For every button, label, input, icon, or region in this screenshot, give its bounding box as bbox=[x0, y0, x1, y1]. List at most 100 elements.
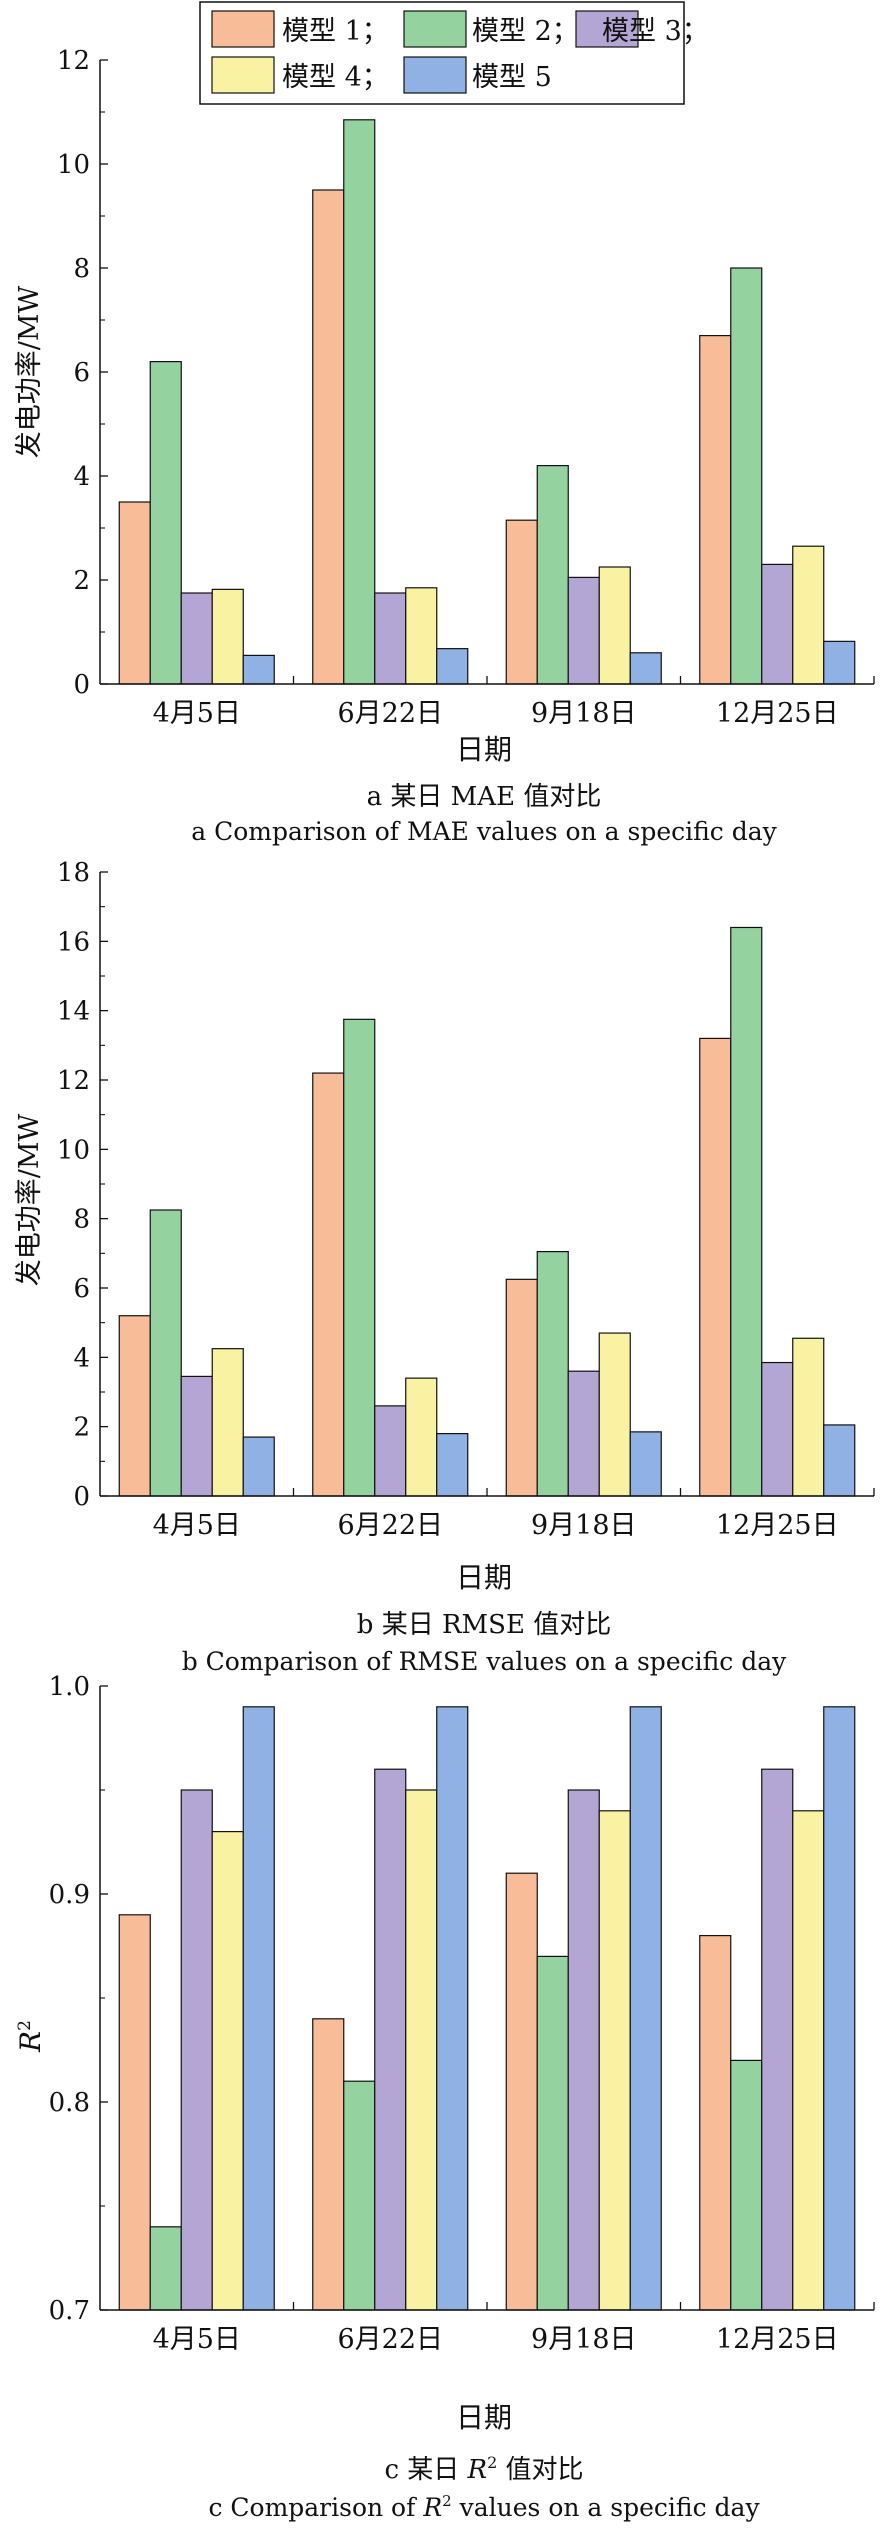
legend-label-1: 模型 1； bbox=[282, 16, 389, 47]
chart-r2-bar-s1-c3 bbox=[505, 1872, 538, 2311]
chart-r2-ytick-label-4: 1.0 bbox=[49, 1672, 90, 1702]
legend-label-2: 模型 2； bbox=[472, 16, 579, 47]
chart-rmse-ylabel: 发电功率/MW bbox=[14, 1114, 45, 1287]
chart-r2-bar-s4-c1 bbox=[211, 1830, 244, 2311]
chart-rmse-ytick-label-6: 10 bbox=[57, 1135, 90, 1165]
chart-panel-r2: R2 日期 c 某日 R2 值对比 c Comparison of R2 val… bbox=[14, 1672, 875, 2522]
chart-r2-caption-cn-rest: 值对比 bbox=[497, 2455, 583, 2485]
chart-mae-bar-s5-c3 bbox=[629, 652, 662, 685]
chart-mae-ylabel: 发电功率/MW bbox=[14, 286, 45, 459]
chart-rmse-ytick-label-1: 0 bbox=[73, 1482, 90, 1512]
chart-rmse-bar-s2-c2 bbox=[343, 1018, 376, 1497]
chart-mae-xtick-label-1: 4月5日 bbox=[153, 698, 241, 729]
chart-r2-bar-s4-c3 bbox=[598, 1810, 631, 2311]
chart-r2-bar-s5-c1 bbox=[242, 1706, 275, 2311]
chart-rmse-ytick-label-2: 2 bbox=[73, 1413, 90, 1443]
chart-mae-bar-s2-c3 bbox=[536, 465, 569, 685]
chart-r2-bar-s2-c4 bbox=[730, 2059, 763, 2311]
chart-rmse-bar-s4-c4 bbox=[792, 1337, 825, 1497]
chart-rmse-bar-s1-c2 bbox=[312, 1072, 345, 1497]
chart-rmse-ytick-label-8: 14 bbox=[57, 997, 90, 1027]
chart-rmse-bar-s1-c3 bbox=[505, 1278, 538, 1497]
legend-entry-4: 模型 4； bbox=[211, 56, 389, 94]
chart-mae-caption-en: a Comparison of MAE values on a specific… bbox=[191, 817, 777, 846]
legend-entry-3: 模型 3； bbox=[575, 10, 709, 48]
chart-rmse-bar-s4-c1 bbox=[211, 1348, 244, 1497]
chart-mae-bar-s1-c2 bbox=[312, 189, 345, 685]
chart-r2-ylabel-sup: 2 bbox=[15, 2020, 35, 2031]
chart-rmse-xlabel: 日期 bbox=[456, 1561, 512, 1594]
chart-r2-caption-en: c Comparison of R2 values on a specific … bbox=[208, 2492, 760, 2522]
chart-rmse-bar-s3-c1 bbox=[180, 1375, 213, 1497]
chart-mae-bar-s1-c4 bbox=[699, 335, 732, 685]
chart-mae-bar-s3-c1 bbox=[180, 592, 213, 685]
chart-r2-bar-s2-c3 bbox=[536, 1955, 569, 2311]
chart-r2-ytick-label-3: 0.9 bbox=[49, 1880, 90, 1910]
legend: 模型 1； 模型 2； 模型 3； 模型 4； 模型 5 bbox=[199, 1, 709, 105]
legend-label-5: 模型 5 bbox=[472, 62, 552, 93]
chart-r2-bar-s3-c3 bbox=[567, 1789, 600, 2311]
chart-r2-caption-cn-sup: 2 bbox=[487, 2453, 497, 2472]
chart-mae-ytick-label-1: 0 bbox=[73, 670, 90, 700]
chart-mae-bar-s4-c1 bbox=[211, 588, 244, 685]
chart-mae-bar-s5-c4 bbox=[823, 640, 856, 685]
chart-rmse-xtick-label-2: 6月22日 bbox=[337, 1510, 443, 1541]
chart-mae-bar-s4-c4 bbox=[792, 545, 825, 685]
chart-r2-bar-s5-c3 bbox=[629, 1706, 662, 2311]
chart-r2-bar-s2-c1 bbox=[149, 2226, 182, 2311]
chart-r2-ytick-label-2: 0.8 bbox=[49, 2088, 90, 2118]
chart-mae-xtick-label-2: 6月22日 bbox=[337, 698, 443, 729]
chart-r2-ylabel: R2 bbox=[14, 2020, 47, 2053]
chart-r2-bar-s3-c4 bbox=[761, 1768, 794, 2311]
chart-rmse-bar-s4-c3 bbox=[598, 1332, 631, 1497]
chart-r2-bar-s3-c2 bbox=[374, 1768, 407, 2311]
chart-mae-bar-s5-c2 bbox=[436, 648, 469, 685]
chart-rmse-bar-s3-c4 bbox=[761, 1361, 794, 1497]
chart-rmse-bar-s1-c1 bbox=[118, 1315, 151, 1497]
chart-rmse-bar-s3-c3 bbox=[567, 1370, 600, 1497]
chart-mae-caption-cn: a 某日 MAE 值对比 bbox=[367, 782, 602, 812]
chart-rmse-caption-cn: b 某日 RMSE 值对比 bbox=[357, 1610, 611, 1640]
chart-mae-ytick-label-2: 2 bbox=[73, 566, 90, 596]
chart-r2-bar-s1-c1 bbox=[118, 1914, 151, 2311]
chart-mae-ytick-label-4: 6 bbox=[73, 358, 90, 388]
chart-mae-ytick-label-7: 12 bbox=[57, 46, 90, 76]
chart-mae-bar-s3-c3 bbox=[567, 576, 600, 685]
chart-r2-bar-s4-c2 bbox=[405, 1789, 438, 2311]
chart-mae-bar-s5-c1 bbox=[242, 654, 275, 685]
chart-mae-ytick-label-6: 10 bbox=[57, 150, 90, 180]
chart-r2-bar-s1-c4 bbox=[699, 1934, 732, 2311]
chart-rmse-bar-s4-c2 bbox=[405, 1377, 438, 1497]
chart-rmse-bar-s5-c4 bbox=[823, 1424, 856, 1497]
chart-panel-mae: 发电功率/MW 日期 a 某日 MAE 值对比 a Comparison of … bbox=[14, 46, 875, 846]
chart-mae-xlabel: 日期 bbox=[456, 733, 512, 766]
legend-entry-5: 模型 5 bbox=[403, 56, 552, 94]
chart-r2-bar-s1-c2 bbox=[312, 2018, 345, 2311]
chart-rmse-bar-s5-c3 bbox=[629, 1431, 662, 1497]
chart-r2-caption-en-r: R bbox=[422, 2493, 442, 2522]
chart-r2-caption-en-rest: values on a specific day bbox=[452, 2493, 761, 2522]
chart-rmse-ytick-label-7: 12 bbox=[57, 1066, 90, 1096]
chart-r2-bar-s4-c4 bbox=[792, 1810, 825, 2311]
chart-mae-bar-s3-c2 bbox=[374, 592, 407, 685]
chart-rmse-ytick-label-10: 18 bbox=[57, 858, 90, 888]
chart-mae-bar-s2-c2 bbox=[343, 119, 376, 685]
chart-mae-ytick-label-5: 8 bbox=[73, 254, 90, 284]
chart-rmse-xtick-label-4: 12月25日 bbox=[716, 1510, 839, 1541]
chart-r2-xtick-label-2: 6月22日 bbox=[337, 2324, 443, 2355]
chart-rmse-xtick-label-1: 4月5日 bbox=[153, 1510, 241, 1541]
chart-mae-xtick-label-4: 12月25日 bbox=[716, 698, 839, 729]
chart-r2-xtick-label-4: 12月25日 bbox=[716, 2324, 839, 2355]
chart-mae-bar-s1-c1 bbox=[118, 501, 151, 685]
legend-swatch-3 bbox=[575, 10, 639, 48]
legend-swatch-2 bbox=[403, 10, 467, 48]
chart-mae-bar-s2-c1 bbox=[149, 361, 182, 685]
chart-mae-bar-s1-c3 bbox=[505, 519, 538, 685]
chart-r2-caption-en-sup: 2 bbox=[442, 2492, 452, 2510]
chart-r2-caption-cn: c 某日 R2 值对比 bbox=[384, 2453, 583, 2485]
chart-mae-bar-s4-c3 bbox=[598, 566, 631, 685]
chart-r2-xtick-label-3: 9月18日 bbox=[531, 2324, 637, 2355]
chart-mae-bar-s3-c4 bbox=[761, 563, 794, 685]
chart-r2-caption-cn-r: R bbox=[467, 2455, 488, 2485]
legend-label-3: 模型 3； bbox=[602, 16, 709, 47]
